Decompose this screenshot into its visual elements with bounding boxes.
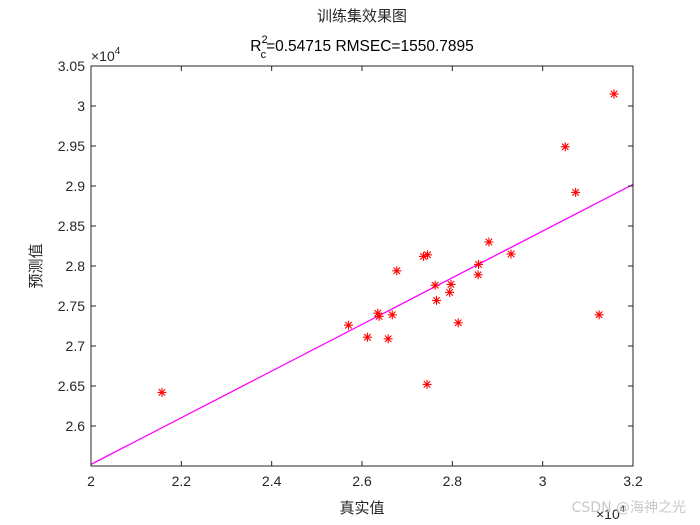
plot-area	[90, 65, 634, 467]
marker-stroke	[432, 296, 441, 305]
data-point	[432, 295, 442, 305]
data-point	[422, 379, 432, 389]
marker-stroke	[561, 143, 569, 151]
y-tick-label: 2.9	[66, 178, 86, 194]
y-exponent-value: 4	[115, 46, 121, 57]
data-point	[594, 310, 604, 320]
marker-stroke	[423, 380, 431, 389]
regression-fit-line	[91, 183, 633, 465]
data-point	[446, 279, 456, 289]
data-point	[343, 320, 353, 330]
data-point	[430, 280, 440, 290]
y-tick-label: 2.6	[66, 418, 86, 434]
data-point	[362, 332, 372, 342]
y-axis-label: 预测值	[27, 243, 45, 288]
x-tick-label: 2.4	[262, 473, 282, 489]
marker-stroke	[572, 188, 580, 197]
y-tick-label: 3.05	[58, 58, 85, 74]
data-point	[474, 259, 484, 269]
data-point	[609, 89, 619, 99]
x-tick-label: 2.2	[172, 473, 192, 489]
y-tick-label: 2.95	[58, 138, 85, 154]
y-tick-label: 2.65	[58, 378, 85, 394]
data-point	[473, 270, 483, 280]
x-tick-label: 2.8	[443, 473, 463, 489]
chart-subtitle: R2 c=0.54715 RMSEC=1550.7895	[250, 34, 474, 61]
x-exponent-value: 4	[620, 504, 626, 515]
x-tick-label: 3	[539, 473, 547, 489]
subtitle-r: R	[250, 38, 261, 55]
marker-stroke	[375, 312, 383, 321]
marker-stroke	[595, 311, 603, 319]
y-exponent-base: ×10	[91, 48, 115, 64]
marker-stroke	[507, 250, 515, 258]
marker-stroke	[485, 238, 493, 246]
y-tick-label: 2.7	[66, 338, 86, 354]
subtitle-r-subscript: c	[261, 49, 267, 61]
data-point	[453, 318, 463, 328]
marker-stroke	[474, 271, 482, 279]
data-point	[418, 251, 428, 261]
marker-stroke	[393, 267, 401, 275]
data-point	[422, 250, 432, 260]
marker-stroke	[419, 252, 428, 261]
data-point	[157, 387, 167, 397]
data-point	[571, 187, 581, 197]
y-tick-label: 2.85	[58, 218, 85, 234]
subtitle-metrics: =0.54715 RMSEC=1550.7895	[266, 38, 474, 55]
x-tick-label: 2.6	[352, 473, 372, 489]
y-tick-label: 2.8	[66, 258, 86, 274]
data-point	[484, 237, 494, 247]
data-point	[560, 142, 570, 152]
subtitle-r-superscript: 2	[261, 34, 267, 46]
data-point	[387, 310, 397, 320]
marker-stroke	[610, 90, 618, 98]
x-axis-label: 真实值	[339, 499, 384, 517]
data-point	[445, 287, 455, 297]
y-tick-label: 3	[77, 98, 85, 114]
marker-stroke	[423, 251, 432, 259]
marker-stroke	[384, 335, 392, 343]
data-point	[392, 266, 402, 276]
data-point	[374, 311, 384, 321]
csdn-watermark: CSDN @海神之光	[571, 500, 686, 516]
y-tick-label: 2.75	[58, 298, 85, 314]
x-tick-label: 3.2	[623, 473, 643, 489]
marker-stroke	[388, 311, 396, 319]
x-exponent-base: ×10	[596, 506, 620, 522]
marker-stroke	[344, 321, 353, 329]
x-tick-label: 2	[87, 473, 95, 489]
marker-stroke	[445, 288, 454, 297]
chart-title: 训练集效果图	[317, 7, 407, 25]
y-exponent-label: ×104	[91, 46, 121, 64]
marker-stroke	[374, 309, 382, 317]
marker-stroke	[474, 260, 483, 269]
marker-stroke	[363, 333, 372, 341]
data-point	[506, 249, 516, 259]
data-point	[383, 334, 393, 344]
marker-stroke	[447, 280, 455, 289]
marker-stroke	[431, 281, 439, 289]
x-exponent-label: ×104	[596, 504, 626, 522]
marker-stroke	[454, 319, 462, 327]
marker-stroke	[158, 388, 166, 397]
